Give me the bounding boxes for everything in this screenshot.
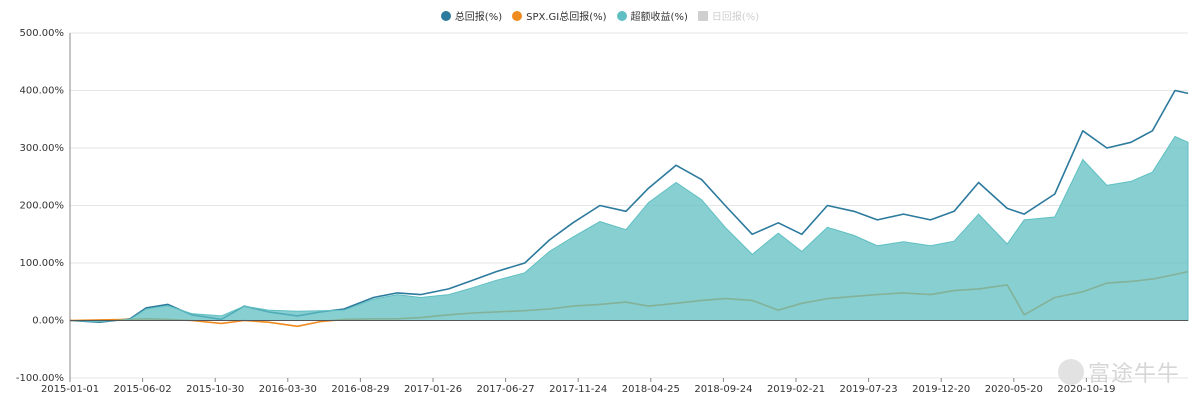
legend-label: 总回报(%) [454,12,503,23]
watermark: 富途牛牛 [1057,356,1180,388]
legend-label: SPX.GI总回报(%) [526,12,607,23]
x-tick-label: 2019-07-23 [840,384,898,395]
x-tick-label: 2017-06-27 [477,384,535,395]
legend-label: 日回报(%) [711,12,760,23]
watermark-logo-icon [1057,359,1084,385]
legend-label: 超额收益(%) [630,12,688,23]
x-tick-label: 2020-10-19 [1057,384,1115,395]
legend-item-2[interactable]: 超额收益(%) [616,8,688,23]
chart-legend: 总回报(%) SPX.GI总回报(%) 超额收益(%) 日回报(%) [0,8,1200,24]
y-tick-label: 500.00% [20,28,65,39]
x-tick-label: 2018-04-25 [622,384,680,395]
legend-marker-icon [512,10,523,21]
x-tick-label: 2016-03-30 [259,384,317,395]
x-tick-label: 2017-01-26 [404,384,462,395]
x-tick-label: 2015-10-30 [186,384,244,395]
y-tick-label: 100.00% [20,258,65,269]
legend-item-0[interactable]: 总回报(%) [440,8,503,23]
x-tick-label: 2019-02-21 [767,384,825,395]
x-tick-label: 2015-01-01 [41,384,99,395]
y-tick-label: 400.00% [20,86,65,97]
legend-marker-icon [616,10,627,21]
y-tick-label: 0.00% [32,316,64,327]
legend-item-1[interactable]: SPX.GI总回报(%) [512,8,607,23]
x-tick-label: 2020-05-20 [985,384,1043,395]
watermark-text: 富途牛牛 [1087,362,1180,387]
legend-item-3[interactable]: 日回报(%) [697,8,760,23]
x-tick-label: 2018-09-24 [694,384,752,395]
y-tick-label: 300.00% [20,143,65,154]
y-tick-label: -100.00% [16,373,64,384]
x-tick-label: 2016-08-29 [331,384,389,395]
x-tick-label: 2017-11-24 [549,384,607,395]
x-tick-label: 2015-06-02 [114,384,172,395]
legend-marker-icon [697,10,708,21]
x-tick-label: 2019-12-20 [912,384,970,395]
series-area-excess-return [69,135,1189,323]
y-tick-label: 200.00% [20,201,65,212]
legend-marker-icon [440,10,451,21]
